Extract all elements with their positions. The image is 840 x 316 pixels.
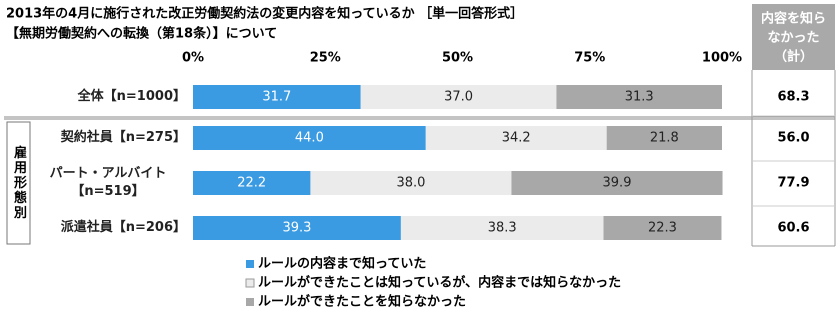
chart-subtitle: 【無期労働契約への転換（第18条）】について — [6, 26, 277, 42]
value-label: 39.3 — [282, 221, 311, 236]
summary-header-box — [752, 4, 835, 70]
value-label: 31.3 — [625, 90, 654, 105]
summary-value: 60.6 — [777, 221, 809, 236]
x-tick-label: 100% — [702, 51, 742, 66]
value-label: 39.9 — [603, 176, 632, 191]
value-label: 31.7 — [262, 90, 291, 105]
category-label: 契約社員【n=275】 — [60, 130, 186, 145]
bar-segment — [193, 126, 426, 150]
value-label: 44.0 — [295, 131, 324, 146]
value-label: 37.0 — [444, 90, 473, 105]
x-tick-label: 0% — [182, 51, 204, 66]
x-tick-label: 50% — [442, 51, 473, 66]
bar-segment — [193, 171, 311, 195]
x-tick-label: 75% — [574, 51, 605, 66]
category-label: 全体【n=1000】 — [77, 89, 186, 104]
group-label: 雇用形態別 — [11, 145, 28, 221]
bar-segment — [360, 85, 557, 109]
value-label: 34.2 — [502, 131, 531, 146]
bar-segment — [556, 85, 722, 109]
value-label: 21.8 — [650, 131, 679, 146]
chart-title: 2013年の4月に施行された改正労働契約法の変更内容を知っているか ［単一回答形… — [6, 6, 523, 22]
bar-segment — [511, 171, 723, 195]
value-label: 22.2 — [237, 176, 266, 191]
legend-label: ルールができたことを知らなかった — [258, 294, 466, 310]
bar-segment — [400, 216, 604, 240]
legend-swatch — [246, 260, 254, 268]
legend-label: ルールができたことは知っているが、内容までは知らなかった — [258, 275, 621, 291]
summary-value: 77.9 — [777, 176, 809, 191]
summary-value: 68.3 — [777, 90, 809, 105]
value-label: 22.3 — [648, 221, 677, 236]
summary-header: （計） — [774, 49, 813, 65]
bar-segment — [603, 216, 722, 240]
bar-segment — [193, 216, 401, 240]
category-label: パート・アルバイト【n=519】 — [49, 166, 167, 199]
summary-header: 内容を知ら — [761, 11, 826, 27]
legend-label: ルールの内容まで知っていた — [258, 256, 426, 272]
bar-segment — [606, 126, 722, 150]
category-label: 派遣社員【n=206】 — [60, 220, 186, 235]
group-box — [6, 121, 31, 245]
bar-segment — [425, 126, 607, 150]
value-label: 38.3 — [488, 221, 517, 236]
legend-swatch — [246, 298, 254, 306]
summary-value: 56.0 — [777, 131, 809, 146]
summary-header: なかった — [767, 31, 819, 46]
bar-segment — [310, 171, 512, 195]
bar-segment — [193, 85, 361, 109]
value-label: 38.0 — [396, 176, 425, 191]
x-tick-label: 25% — [310, 51, 341, 66]
legend-swatch — [245, 278, 255, 288]
